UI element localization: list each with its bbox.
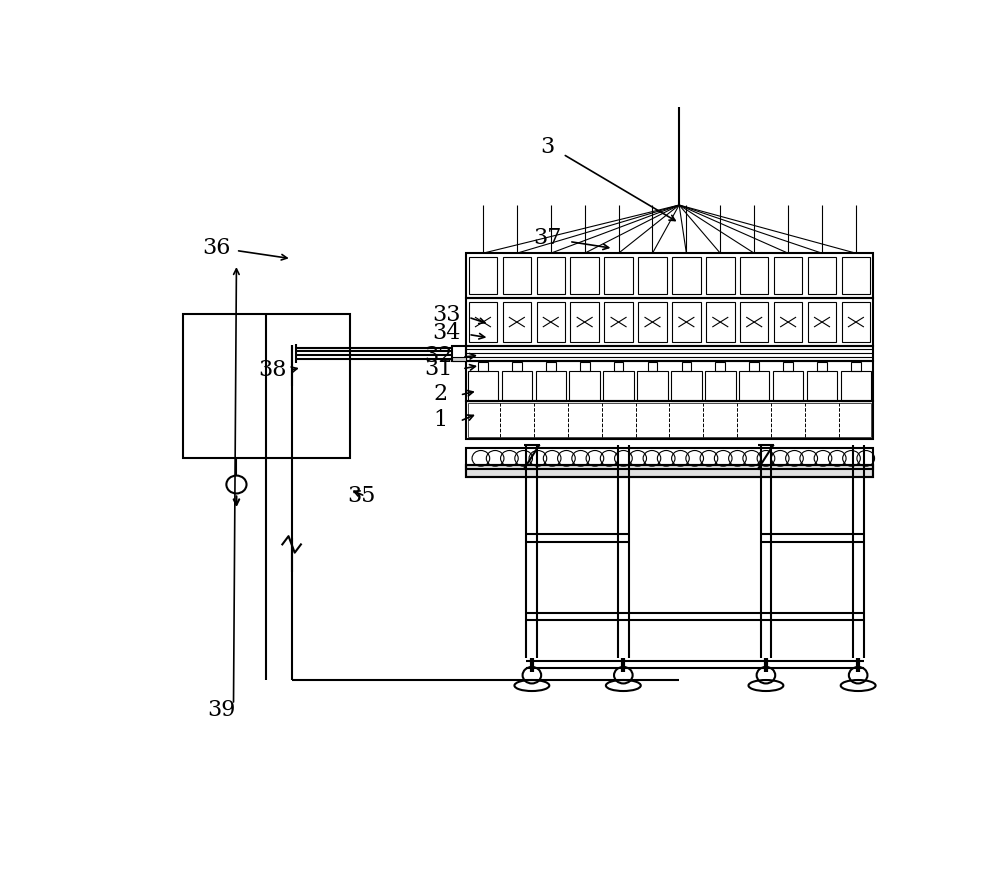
Bar: [682, 362, 691, 371]
Bar: [512, 362, 522, 371]
Text: 2: 2: [433, 384, 447, 405]
Bar: [546, 362, 556, 371]
Bar: [466, 361, 873, 401]
Bar: [468, 403, 871, 437]
Bar: [466, 448, 873, 468]
Bar: [841, 371, 871, 401]
Bar: [705, 371, 736, 401]
Bar: [502, 371, 532, 401]
Bar: [740, 257, 768, 294]
Bar: [739, 371, 769, 401]
Bar: [842, 257, 870, 294]
Text: 38: 38: [258, 359, 287, 381]
Bar: [774, 302, 802, 342]
Text: 32: 32: [424, 345, 452, 367]
Bar: [671, 371, 702, 401]
Bar: [466, 465, 873, 477]
Bar: [604, 302, 633, 342]
Bar: [503, 302, 531, 342]
Bar: [570, 257, 599, 294]
Bar: [807, 371, 837, 401]
Bar: [817, 362, 827, 371]
Bar: [638, 257, 667, 294]
Bar: [466, 346, 873, 361]
Bar: [604, 257, 633, 294]
Bar: [503, 257, 531, 294]
Bar: [478, 362, 488, 371]
Bar: [773, 371, 803, 401]
Bar: [783, 362, 793, 371]
Bar: [706, 257, 735, 294]
Bar: [466, 465, 873, 477]
Bar: [749, 362, 759, 371]
Bar: [537, 257, 565, 294]
Bar: [706, 302, 735, 342]
Bar: [570, 302, 599, 342]
Bar: [452, 357, 466, 361]
Bar: [672, 257, 701, 294]
Bar: [842, 302, 870, 342]
Bar: [580, 362, 590, 371]
Text: 3: 3: [540, 136, 554, 158]
Bar: [648, 362, 657, 371]
Bar: [569, 371, 600, 401]
Bar: [614, 362, 623, 371]
Bar: [468, 371, 498, 401]
Text: 1: 1: [433, 409, 447, 432]
Bar: [715, 362, 725, 371]
Bar: [536, 371, 566, 401]
Bar: [638, 302, 667, 342]
Text: 35: 35: [347, 485, 376, 507]
Bar: [466, 298, 873, 346]
Text: 34: 34: [432, 322, 461, 344]
Bar: [808, 257, 836, 294]
Bar: [740, 302, 768, 342]
Text: 33: 33: [432, 304, 461, 326]
Bar: [466, 401, 873, 439]
Bar: [672, 302, 701, 342]
Bar: [603, 371, 634, 401]
Text: 31: 31: [424, 358, 452, 380]
Text: 36: 36: [202, 238, 231, 259]
Bar: [808, 302, 836, 342]
Bar: [774, 257, 802, 294]
Bar: [466, 253, 873, 298]
Bar: [637, 371, 668, 401]
Bar: [183, 314, 350, 459]
Bar: [452, 346, 466, 361]
Bar: [851, 362, 861, 371]
Bar: [469, 257, 497, 294]
Text: 37: 37: [533, 227, 562, 249]
Bar: [469, 302, 497, 342]
Bar: [537, 302, 565, 342]
Text: 39: 39: [208, 698, 236, 721]
